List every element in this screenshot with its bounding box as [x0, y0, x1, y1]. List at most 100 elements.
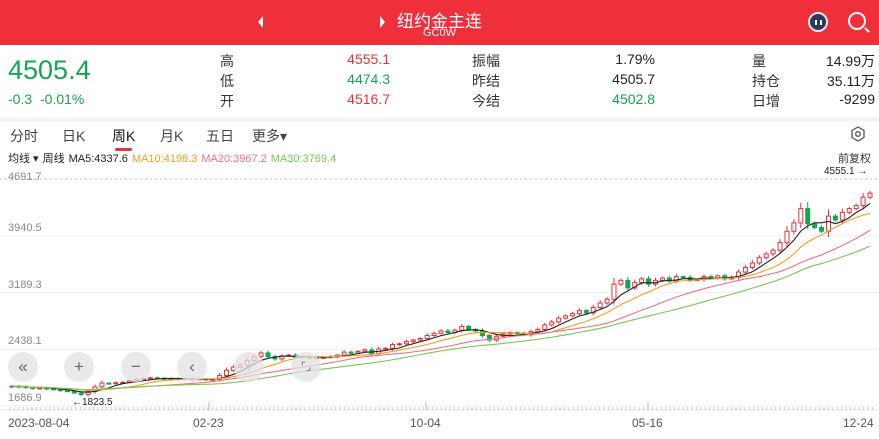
candle-body — [383, 347, 389, 350]
candle-body — [542, 324, 548, 330]
change-value: -0.3 — [8, 91, 33, 107]
candle-body — [341, 351, 347, 356]
instrument-name: 纽约金主连 — [397, 12, 482, 31]
tab-1[interactable]: 日K — [62, 128, 86, 144]
x-tick-label: 02-23 — [193, 416, 224, 430]
candle-body — [583, 310, 589, 314]
candle-body — [362, 349, 368, 352]
candle-body — [791, 222, 797, 232]
ma10-line — [11, 213, 871, 391]
field-value: -9299 — [839, 91, 875, 107]
field-label: 持仓 — [752, 73, 780, 89]
candle-body — [666, 277, 672, 282]
last-price: 4505.4 — [8, 55, 91, 85]
caret-right-icon[interactable] — [380, 16, 385, 28]
period-label: 周线 — [42, 153, 65, 165]
candle-body — [113, 382, 119, 385]
x-tick-label: 12-24 — [843, 416, 874, 430]
candle-body — [812, 223, 818, 228]
field-value: 4516.7 — [347, 91, 390, 107]
y-tick-label: 3940.5 — [8, 221, 42, 234]
field-label: 昨结 — [472, 73, 500, 89]
candle-body — [846, 208, 852, 213]
candle-body — [445, 330, 451, 333]
max-price-label: 4555.1 → — [824, 166, 868, 177]
x-tick-label: 05-16 — [632, 416, 663, 430]
candle-body — [549, 321, 555, 326]
tab-2[interactable]: 周K — [112, 128, 136, 151]
candle-body — [569, 313, 575, 317]
adjust-select[interactable]: 前复权 — [838, 153, 871, 165]
divider — [0, 117, 879, 122]
field-value: 1.79% — [615, 51, 655, 67]
candle-body — [805, 208, 811, 225]
candle-body — [71, 390, 77, 394]
field-value: 35.11万 — [827, 73, 875, 89]
candle-body — [410, 339, 416, 343]
candle-body — [556, 317, 562, 323]
candle-body — [438, 330, 444, 334]
tab-0[interactable]: 分时 — [10, 128, 38, 144]
candle-body — [646, 278, 652, 285]
candle-body — [147, 377, 153, 380]
min-price-label: ←1823.5 — [72, 397, 113, 408]
candle-body — [576, 310, 582, 315]
candle-body — [597, 302, 603, 309]
candle-body — [659, 277, 665, 281]
tab-5[interactable]: 更多▾ — [252, 128, 288, 144]
candle-body — [853, 205, 859, 210]
candle-body — [749, 262, 755, 269]
y-tick-label: 4691.7 — [8, 171, 42, 183]
indicator-select[interactable]: 均线 ▾ — [8, 153, 39, 165]
candle-body — [355, 350, 361, 354]
candle-body — [390, 344, 396, 349]
ma5-value: MA5:4337.6 — [68, 153, 128, 165]
candle-body — [860, 196, 866, 207]
field-label: 日增 — [752, 93, 780, 109]
caret-left-icon[interactable] — [258, 16, 263, 28]
zoom-in-button[interactable]: + — [64, 352, 94, 382]
candle-body — [480, 330, 486, 337]
candle-body — [265, 352, 271, 358]
candle-body — [535, 328, 541, 333]
tab-3[interactable]: 月K — [160, 128, 184, 144]
scroll-right-button[interactable]: › — [234, 352, 264, 382]
candle-body — [777, 242, 783, 251]
candle-body — [784, 230, 790, 244]
tab-4[interactable]: 五日 — [206, 128, 234, 144]
candle-body — [403, 341, 409, 345]
field-label: 低 — [220, 73, 234, 89]
ma-legend: 均线 ▾ 周线 MA5:4337.6 MA10:4198.3 MA20:3967.2 MA… — [8, 150, 340, 166]
period-tabs: 分时 日K 周K 月K 五日 更多▾ — [0, 122, 879, 151]
candle-body — [486, 335, 492, 341]
candle-body — [867, 192, 873, 198]
candle-body — [348, 351, 354, 354]
candle-body — [680, 276, 686, 279]
candle-body — [424, 335, 430, 340]
ma10-value: MA10:4198.3 — [131, 153, 198, 165]
field-label: 量 — [752, 53, 766, 69]
zoom-out-button[interactable]: − — [121, 352, 151, 382]
field-value: 4502.8 — [612, 91, 655, 107]
y-tick-label: 2438.1 — [8, 335, 42, 348]
candlestick-chart[interactable] — [0, 160, 879, 420]
scroll-left-button[interactable]: ‹ — [177, 352, 207, 382]
candle-body — [825, 215, 831, 232]
field-label: 今结 — [472, 93, 500, 109]
ma20-value: MA20:3967.2 — [201, 153, 267, 165]
candle-body — [78, 392, 84, 395]
candle-body — [563, 315, 569, 319]
search-icon[interactable] — [848, 12, 866, 30]
quote-panel: 4505.4 -0.3 -0.01% 高 4555.1 低 4474.3 开 4516.7… — [0, 45, 879, 117]
candle-body — [798, 208, 804, 224]
instrument-code: GC0W — [423, 27, 456, 39]
zoom-out-full-button[interactable]: « — [8, 352, 38, 382]
candle-body — [417, 338, 423, 341]
candle-body — [30, 387, 36, 390]
candle-body — [618, 279, 624, 285]
fullscreen-button[interactable]: ⌜⌟ — [291, 352, 321, 382]
robot-icon[interactable] — [808, 12, 828, 32]
candle-body — [839, 211, 845, 221]
candle-body — [611, 283, 617, 300]
settings-hexagon-icon[interactable] — [850, 126, 866, 142]
